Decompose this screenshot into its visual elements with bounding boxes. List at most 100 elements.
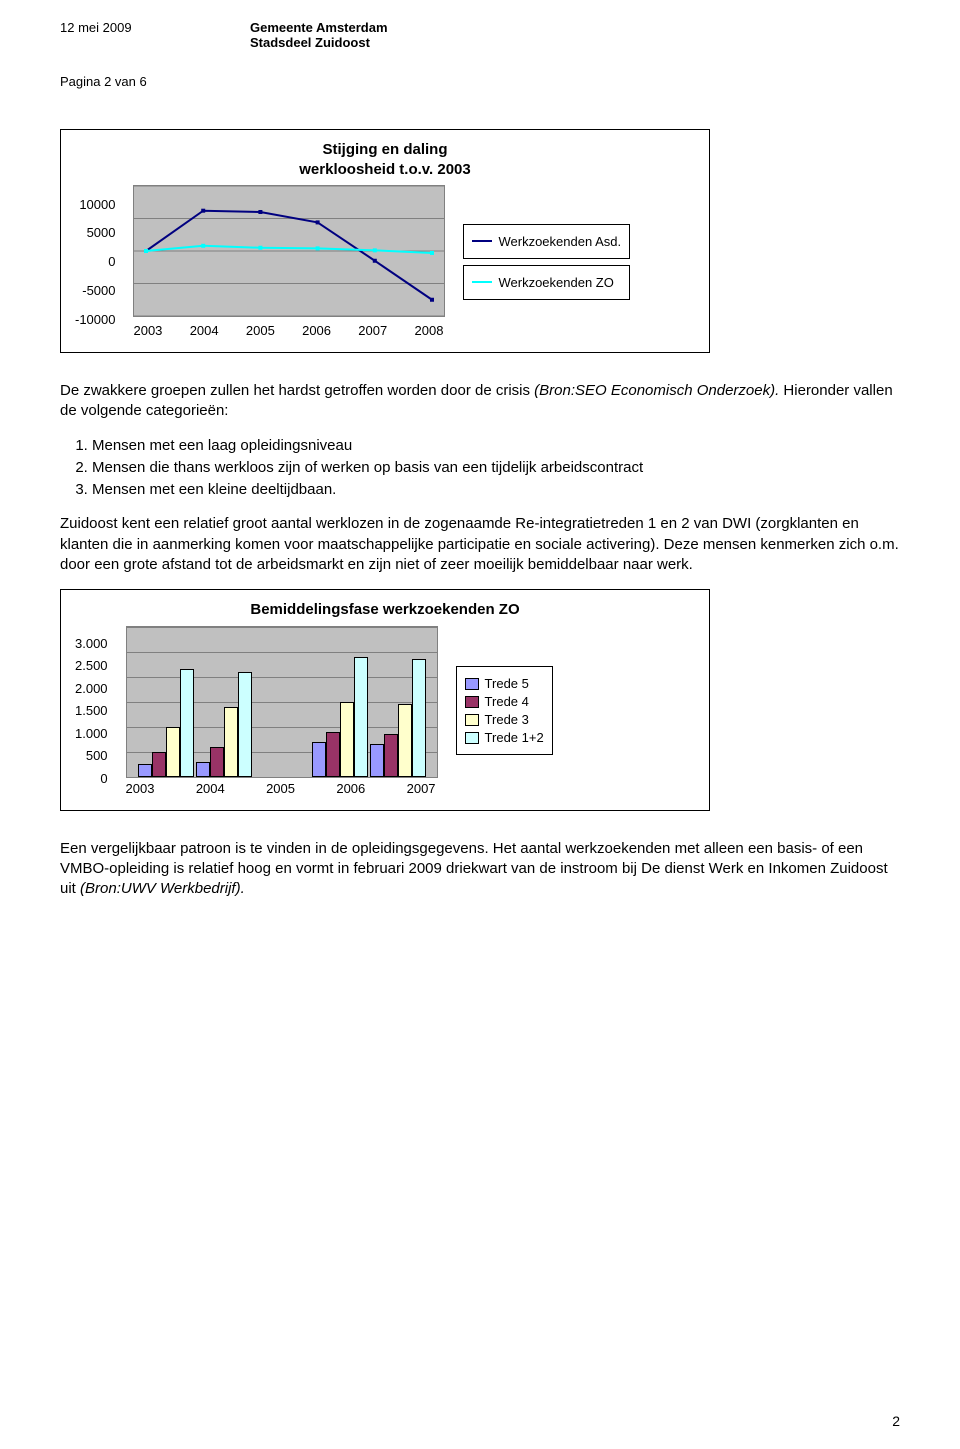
chart2-plot-wrap: 2003 2004 2005 2006 2007 <box>126 626 438 796</box>
chart1-title: Stijging en daling werkloosheid t.o.v. 2… <box>75 140 695 179</box>
header-org-line2: Stadsdeel Zuidoost <box>250 35 388 50</box>
chart2-bar-group <box>370 659 426 777</box>
chart2-gridline <box>127 627 437 628</box>
chart1-legend-column: Werkzoekenden Asd. Werkzoekenden ZO <box>463 224 630 300</box>
chart2-gridline <box>127 777 437 778</box>
chart1-legend-box-1: Werkzoekenden Asd. <box>463 224 630 259</box>
chart2-bar <box>138 764 152 777</box>
category-list-item: Mensen met een laag opleidingsniveau <box>92 436 900 456</box>
chart2-bar-group <box>312 657 368 777</box>
paragraph-2: Zuidoost kent een relatief groot aantal … <box>60 514 900 575</box>
chart1-plot <box>133 185 445 317</box>
chart1-title-line2: werkloosheid t.o.v. 2003 <box>299 161 470 178</box>
chart1-x-tick: 2003 <box>133 323 162 338</box>
chart2-bar <box>166 727 180 777</box>
chart2-legend-item: Trede 1+2 <box>465 730 544 745</box>
chart1-x-tick: 2008 <box>415 323 444 338</box>
chart2-bar-group <box>138 669 194 777</box>
chart2-x-axis: 2003 2004 2005 2006 2007 <box>126 781 436 796</box>
chart2-legend-swatch <box>465 732 479 744</box>
chart1-y-tick: 5000 <box>75 225 115 240</box>
chart2-bar <box>210 747 224 777</box>
chart1-legend-box-2: Werkzoekenden ZO <box>463 265 630 300</box>
page-info: Pagina 2 van 6 <box>60 74 900 89</box>
chart1-title-line1: Stijging en daling <box>323 141 448 158</box>
category-list: Mensen met een laag opleidingsniveauMens… <box>60 436 900 501</box>
chart1-x-tick: 2007 <box>358 323 387 338</box>
chart2-y-tick: 500 <box>75 748 108 763</box>
chart2-y-axis: 3.000 2.500 2.000 1.500 1.000 500 0 <box>75 636 108 786</box>
chart2-bar-group <box>196 672 252 777</box>
chart2-bar <box>340 702 354 777</box>
chart2-bar <box>326 732 340 777</box>
footer-page-number: 2 <box>892 1413 900 1429</box>
chart2-gridline <box>127 652 437 653</box>
chart2-y-tick: 1.500 <box>75 703 108 718</box>
para1-source: (Bron:SEO Economisch Onderzoek). <box>534 382 779 399</box>
chart2-legend-label: Trede 5 <box>485 676 529 691</box>
chart2-plot <box>126 626 438 778</box>
body-text-2: Een vergelijkbaar patroon is te vinden i… <box>60 839 900 900</box>
chart1-x-tick: 2004 <box>190 323 219 338</box>
chart1-legend-item: Werkzoekenden ZO <box>472 275 621 290</box>
chart2-y-tick: 1.000 <box>75 726 108 741</box>
chart1-frame: Stijging en daling werkloosheid t.o.v. 2… <box>60 129 710 353</box>
chart2-legend-label: Trede 4 <box>485 694 529 709</box>
para3-source: (Bron:UWV Werkbedrijf). <box>80 880 245 897</box>
chart1-legend-item: Werkzoekenden Asd. <box>472 234 621 249</box>
chart1-row: 1000050000-5000-10000 200320042005200620… <box>75 185 695 338</box>
chart1-x-tick: 2006 <box>302 323 331 338</box>
body-text: De zwakkere groepen zullen het hardst ge… <box>60 381 900 575</box>
paragraph-3: Een vergelijkbaar patroon is te vinden i… <box>60 839 900 900</box>
chart2-bar <box>370 744 384 777</box>
chart2-legend-label: Trede 3 <box>485 712 529 727</box>
chart2-bar <box>238 672 252 777</box>
chart2-bar <box>398 704 412 777</box>
category-list-item: Mensen met een kleine deeltijdbaan. <box>92 480 900 500</box>
chart2-legend-item: Trede 5 <box>465 676 544 691</box>
chart2-bar <box>152 752 166 777</box>
chart2-legend-swatch <box>465 678 479 690</box>
chart1-x-tick: 2005 <box>246 323 275 338</box>
chart2-bar <box>412 659 426 777</box>
chart2-y-tick: 3.000 <box>75 636 108 651</box>
chart2-bar <box>354 657 368 777</box>
chart2-y-tick: 2.500 <box>75 658 108 673</box>
chart1-y-tick: 10000 <box>75 197 115 212</box>
chart2-y-tick: 2.000 <box>75 681 108 696</box>
chart1-x-axis: 2003 2004 2005 2006 2007 2008 <box>133 323 443 338</box>
chart2-x-tick: 2007 <box>407 781 436 796</box>
chart2-legend-label: Trede 1+2 <box>485 730 544 745</box>
chart2-legend-item: Trede 3 <box>465 712 544 727</box>
chart2-bar <box>312 742 326 777</box>
chart2-legend-swatch <box>465 696 479 708</box>
chart2-x-tick: 2004 <box>196 781 225 796</box>
chart2-bar <box>180 669 194 777</box>
chart2-y-tick: 0 <box>75 771 108 786</box>
chart2-x-tick: 2006 <box>336 781 365 796</box>
header-org: Gemeente Amsterdam Stadsdeel Zuidoost <box>250 20 388 50</box>
chart2-row: 3.0002.5002.0001.5001.0005000 2003200420… <box>75 626 695 796</box>
header-org-line1: Gemeente Amsterdam <box>250 20 388 35</box>
chart1-legend-label: Werkzoekenden ZO <box>498 275 613 290</box>
header-date: 12 mei 2009 <box>60 20 170 50</box>
chart2-bar <box>196 762 210 777</box>
chart2-x-tick: 2005 <box>266 781 295 796</box>
chart1-legend-label: Werkzoekenden Asd. <box>498 234 621 249</box>
chart2-bar <box>224 707 238 777</box>
chart2-bar <box>384 734 398 777</box>
chart1-legend-line <box>472 240 492 242</box>
chart1-y-axis: 1000050000-5000-10000 <box>75 197 115 327</box>
chart2-frame: Bemiddelingsfase werkzoekenden ZO 3.0002… <box>60 589 710 811</box>
chart2-legend-item: Trede 4 <box>465 694 544 709</box>
chart1-y-tick: -5000 <box>75 283 115 298</box>
paragraph-1: De zwakkere groepen zullen het hardst ge… <box>60 381 900 422</box>
chart2-legend-swatch <box>465 714 479 726</box>
chart1-plot-wrap: 2003 2004 2005 2006 2007 2008 <box>133 185 445 338</box>
chart2-legend: Trede 5 Trede 4 Trede 3 Trede 1+2 <box>456 666 553 755</box>
chart2-x-tick: 2003 <box>126 781 155 796</box>
page-header: 12 mei 2009 Gemeente Amsterdam Stadsdeel… <box>60 20 900 50</box>
category-list-item: Mensen die thans werkloos zijn of werken… <box>92 458 900 478</box>
para1-text: De zwakkere groepen zullen het hardst ge… <box>60 382 534 399</box>
chart1-legend-line <box>472 281 492 283</box>
